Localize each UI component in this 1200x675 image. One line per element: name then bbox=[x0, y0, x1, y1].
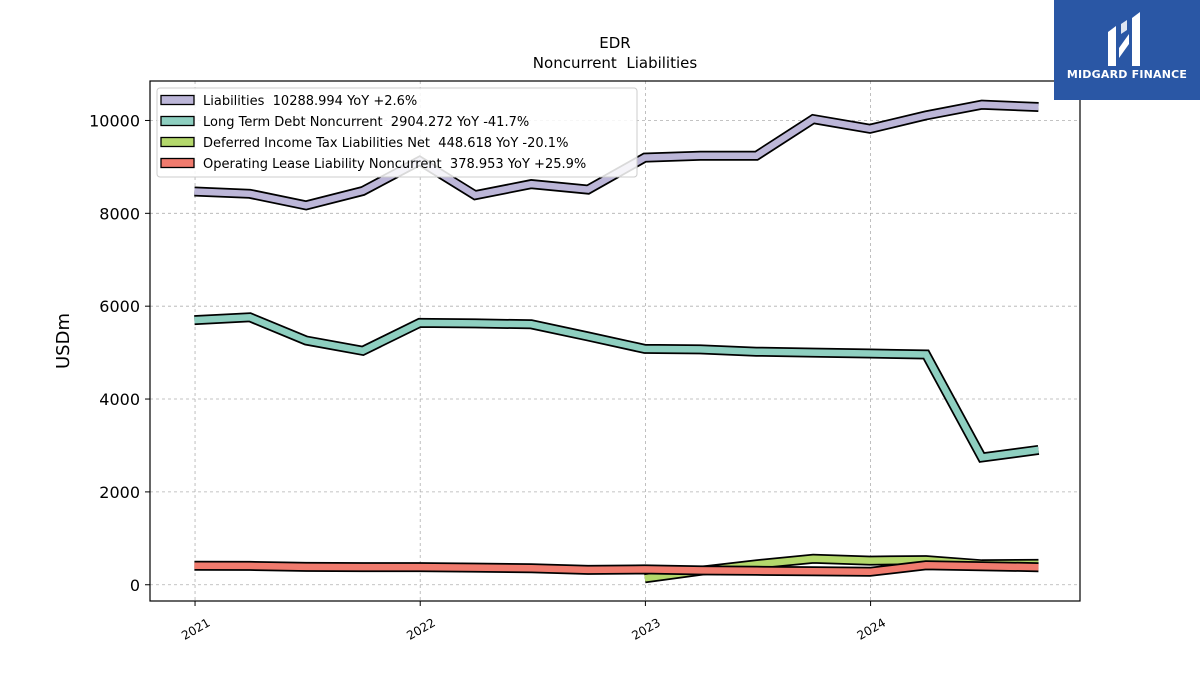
series-line-fill bbox=[194, 314, 1039, 462]
legend-label: Deferred Income Tax Liabilities Net 448.… bbox=[203, 136, 568, 151]
legend-label: Liabilities 10288.994 YoY +2.6% bbox=[203, 94, 417, 109]
legend-swatch bbox=[160, 157, 195, 169]
chart-subtitle: Noncurrent Liabilities bbox=[533, 54, 698, 72]
legend-box bbox=[156, 87, 638, 178]
y-tick-label: 2000 bbox=[99, 483, 140, 502]
y-tick-label: 4000 bbox=[99, 390, 140, 409]
brand-logo: MIDGARD FINANCE bbox=[1054, 0, 1200, 100]
y-axis-label: USDm bbox=[53, 313, 74, 369]
series-line bbox=[194, 560, 1039, 577]
y-tick-label: 0 bbox=[130, 576, 140, 595]
plot-frame bbox=[149, 80, 1081, 602]
series-line-outline bbox=[194, 312, 1040, 463]
x-tick-label: 2024 bbox=[855, 615, 888, 642]
chart-title: EDR bbox=[599, 34, 630, 52]
x-tick-label: 2023 bbox=[629, 615, 662, 642]
y-tick-label: 8000 bbox=[99, 204, 140, 223]
y-tick-label: 10000 bbox=[89, 111, 140, 130]
midgard-logo-icon bbox=[1108, 12, 1140, 66]
legend-label: Long Term Debt Noncurrent 2904.272 YoY -… bbox=[203, 115, 529, 130]
x-tick-label: 2022 bbox=[404, 615, 437, 642]
legend-label: Operating Lease Liability Noncurrent 378… bbox=[203, 157, 586, 172]
x-tick-label: 2021 bbox=[179, 615, 212, 642]
legend-swatch bbox=[160, 94, 195, 106]
legend: Liabilities 10288.994 YoY +2.6% Long Term… bbox=[156, 87, 638, 178]
legend-swatch bbox=[160, 115, 195, 127]
series-line-fill bbox=[194, 562, 1039, 576]
y-tick-label: 6000 bbox=[99, 297, 140, 316]
series-line bbox=[194, 312, 1040, 463]
brand-name: MIDGARD FINANCE bbox=[1066, 68, 1188, 81]
legend-swatch bbox=[160, 136, 195, 148]
